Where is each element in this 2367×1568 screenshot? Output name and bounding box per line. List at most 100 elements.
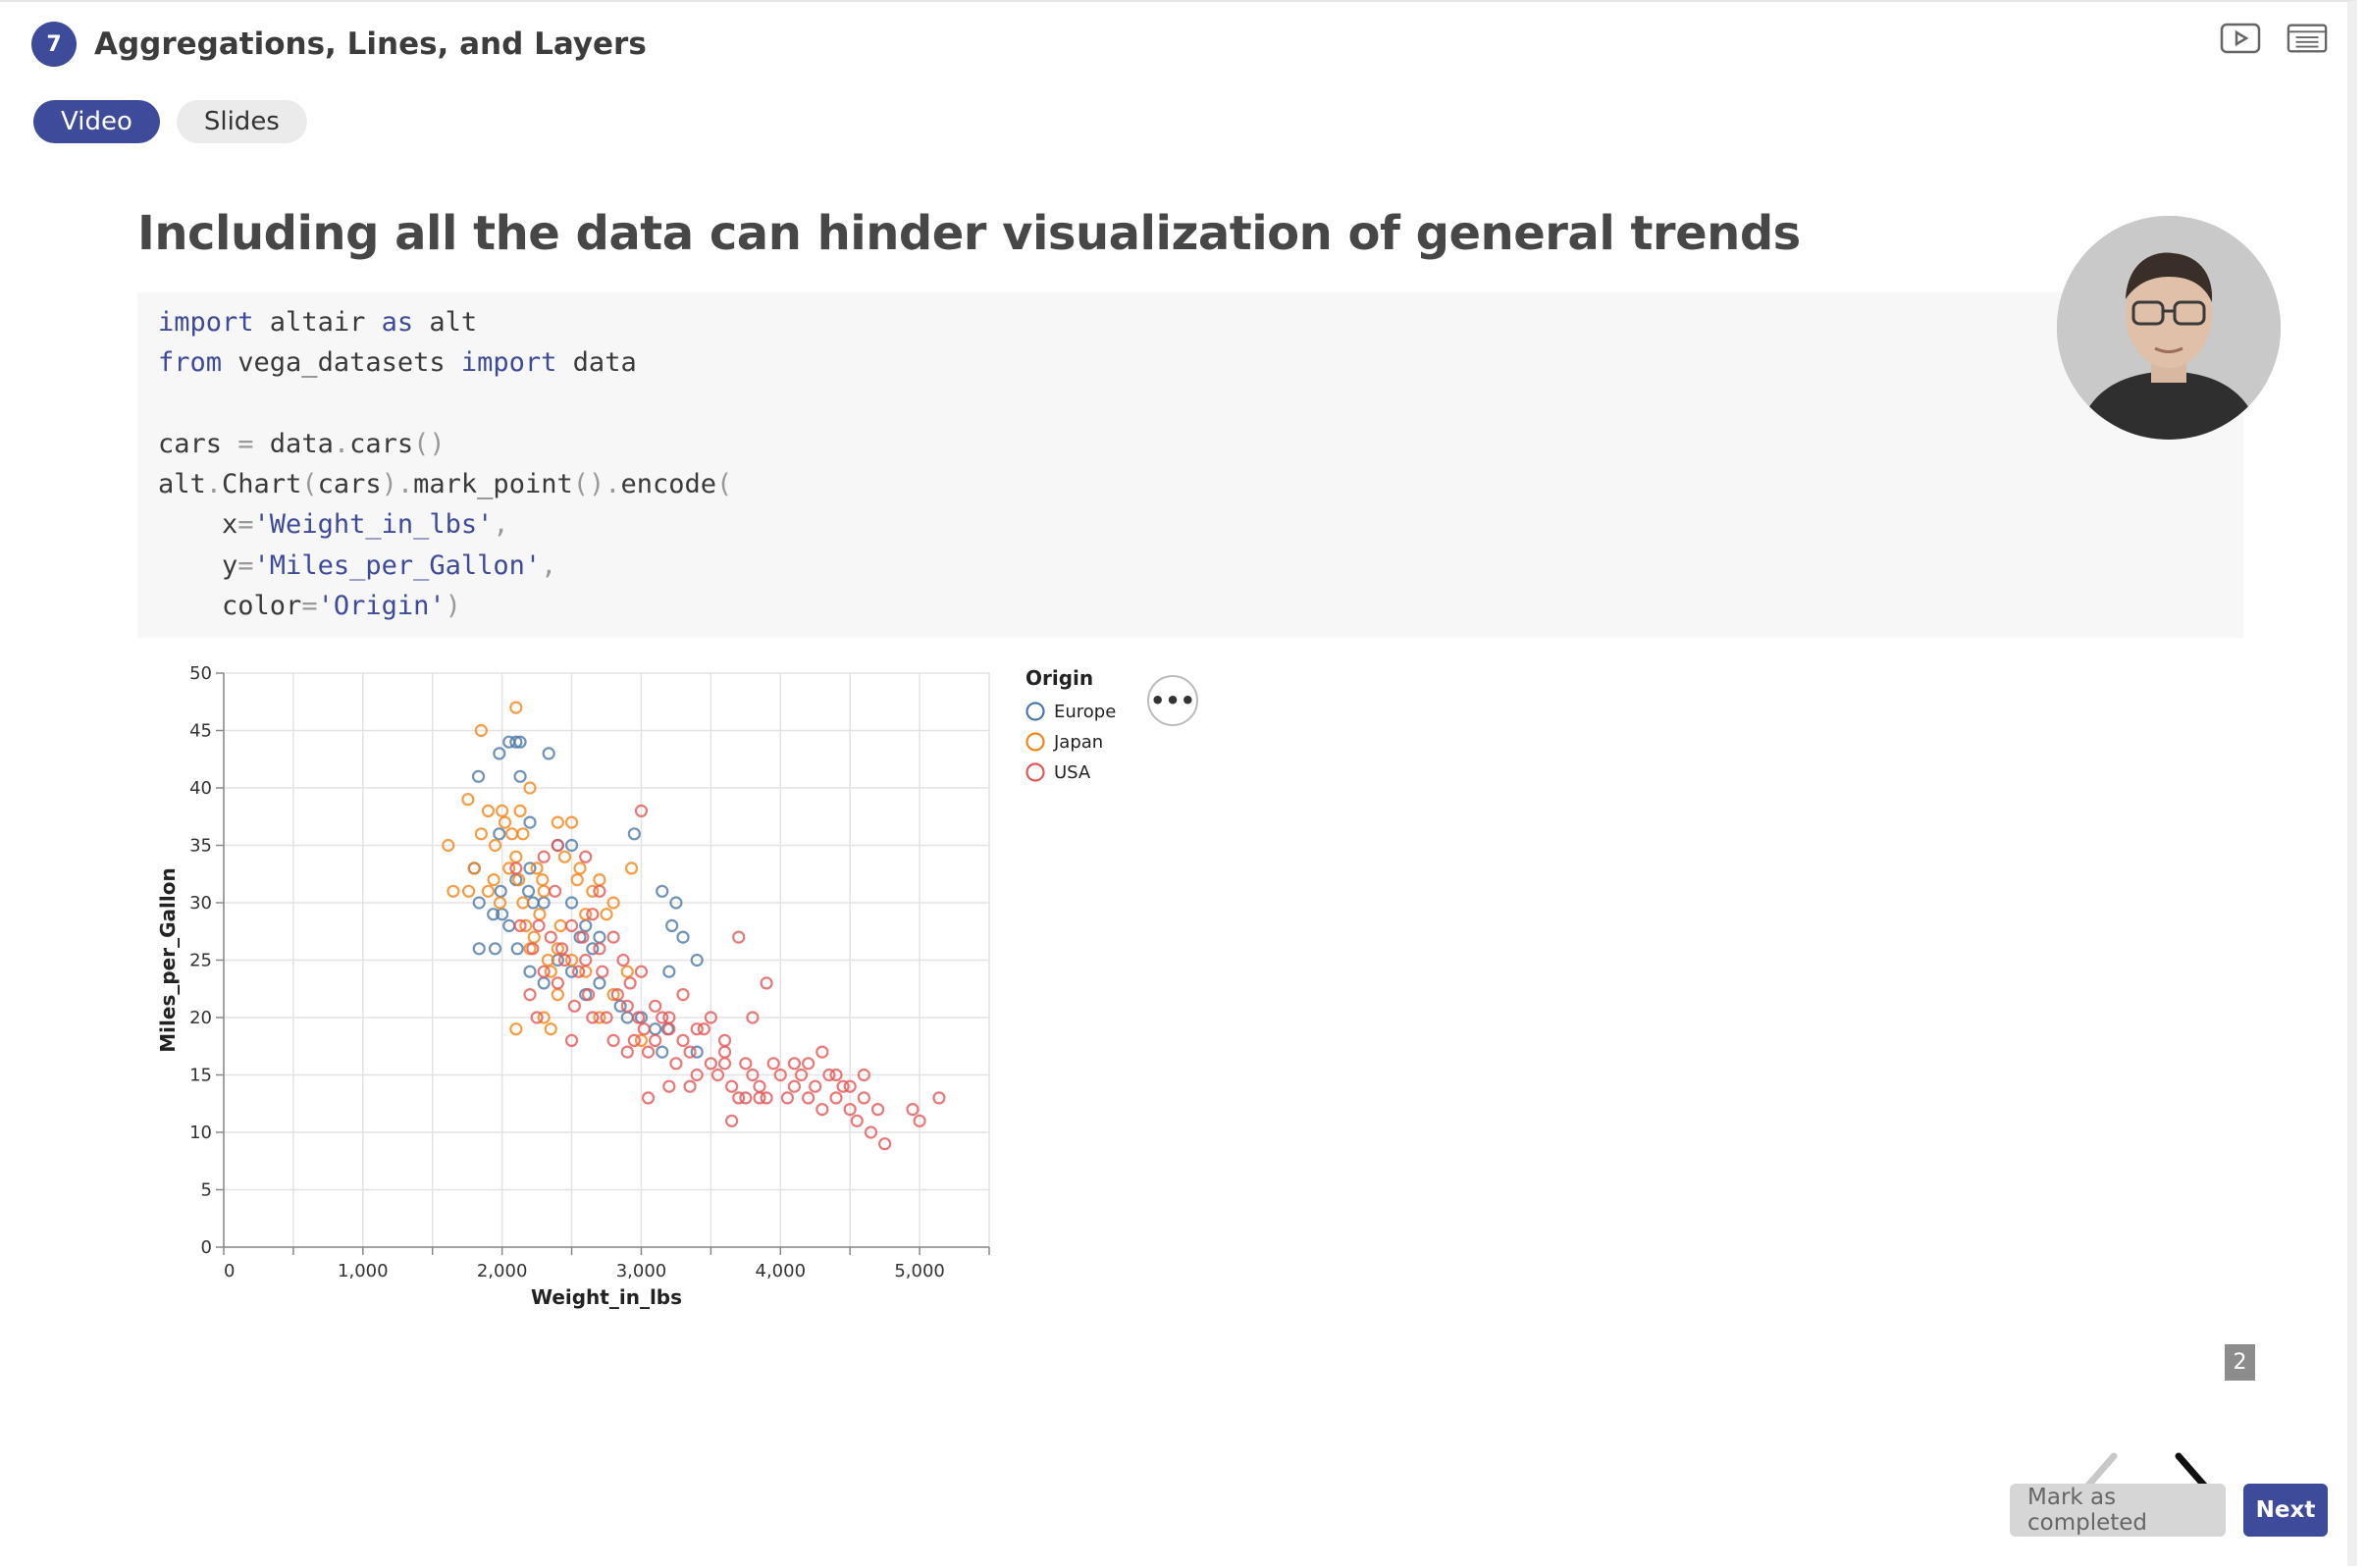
legend-symbol-japan <box>1026 732 1045 752</box>
data-point-japan <box>474 723 488 738</box>
chapter-number-badge: 7 <box>31 22 77 67</box>
data-point-usa <box>581 988 596 1002</box>
tab-slides[interactable]: Slides <box>176 100 307 143</box>
data-point-japan <box>519 918 533 932</box>
data-point-usa <box>704 1057 717 1071</box>
data-point-japan <box>606 988 620 1002</box>
data-point-usa <box>641 1045 656 1059</box>
x-tick-label: 0 <box>224 1261 235 1281</box>
data-point-usa <box>634 804 649 817</box>
slides-icon[interactable] <box>2287 22 2328 55</box>
chapter-title: Aggregations, Lines, and Layers <box>94 26 647 62</box>
data-point-usa <box>509 862 523 875</box>
y-tick-label: 50 <box>189 663 212 684</box>
data-point-usa <box>662 1011 676 1024</box>
data-point-usa <box>683 1079 697 1093</box>
data-point-usa <box>627 1033 641 1047</box>
legend-label-europe: Europe <box>1054 702 1116 722</box>
data-point-europe <box>488 942 502 956</box>
data-point-usa <box>606 930 620 944</box>
video-icon[interactable] <box>2220 22 2261 55</box>
data-point-europe <box>593 976 606 990</box>
data-point-usa <box>725 1114 739 1127</box>
data-point-japan <box>541 953 555 967</box>
data-point-usa <box>676 988 690 1002</box>
y-tick-label: 0 <box>201 1237 212 1258</box>
data-point-usa <box>634 965 649 978</box>
data-point-europe <box>493 827 506 841</box>
footer-actions: Mark as completed Next <box>2010 1484 2328 1537</box>
y-tick-label: 30 <box>189 893 212 914</box>
code-line: alt.Chart(cars).mark_point().encode( <box>158 469 733 500</box>
data-point-usa <box>576 930 590 944</box>
data-point-usa <box>836 1079 850 1093</box>
data-point-usa <box>600 1011 613 1024</box>
data-point-europe <box>471 769 486 783</box>
data-point-usa <box>822 1068 836 1082</box>
data-point-usa <box>906 1103 920 1117</box>
view-tabs: Video Slides <box>33 100 307 143</box>
data-point-usa <box>739 1057 753 1071</box>
data-point-usa <box>802 1057 815 1071</box>
data-point-usa <box>537 965 551 978</box>
data-point-usa <box>572 965 586 978</box>
data-point-usa <box>766 1057 780 1071</box>
y-axis-title: Miles_per_Gallon <box>156 867 180 1052</box>
data-point-usa <box>878 1137 892 1151</box>
data-point-japan <box>557 850 572 863</box>
tab-video[interactable]: Video <box>33 100 160 143</box>
code-line: cars = data.cars() <box>158 428 446 459</box>
data-point-usa <box>802 1091 815 1105</box>
data-point-usa <box>829 1091 843 1105</box>
data-point-usa <box>780 1091 794 1105</box>
data-point-usa <box>610 988 624 1002</box>
data-point-japan <box>474 827 488 841</box>
data-point-usa <box>676 1033 690 1047</box>
data-point-japan <box>634 1033 649 1047</box>
data-point-europe <box>523 815 537 829</box>
legend-label-usa: USA <box>1054 762 1091 783</box>
data-point-europe <box>513 769 527 783</box>
data-point-japan <box>502 862 516 875</box>
chart-actions-button[interactable]: ••• <box>1147 675 1198 726</box>
data-point-europe <box>509 735 523 749</box>
data-point-usa <box>760 1091 773 1105</box>
data-point-japan <box>586 884 600 898</box>
data-point-japan <box>442 838 455 853</box>
mark-completed-button[interactable]: Mark as completed <box>2010 1484 2226 1537</box>
slide-number: 2 <box>2225 1344 2255 1381</box>
y-tick-label: 5 <box>201 1180 212 1201</box>
y-tick-label: 25 <box>189 951 212 971</box>
data-point-usa <box>794 1068 809 1082</box>
data-point-usa <box>586 908 600 921</box>
data-point-europe <box>690 1045 704 1059</box>
data-point-usa <box>564 918 579 932</box>
code-line: x='Weight_in_lbs', <box>158 509 509 541</box>
data-point-japan <box>579 908 593 921</box>
y-tick-label: 35 <box>189 836 212 857</box>
data-point-usa <box>697 1022 710 1036</box>
data-point-japan <box>461 793 475 807</box>
next-button[interactable]: Next <box>2243 1484 2328 1537</box>
data-point-usa <box>690 1068 704 1082</box>
data-point-usa <box>913 1114 926 1127</box>
data-point-japan <box>573 862 587 875</box>
data-point-usa <box>717 1033 732 1047</box>
data-point-usa <box>857 1068 870 1082</box>
data-point-europe <box>472 942 486 956</box>
data-point-usa <box>683 1045 697 1059</box>
data-point-japan <box>481 884 496 898</box>
code-line: import altair as alt <box>158 307 478 338</box>
presenter-avatar <box>2057 216 2281 440</box>
data-point-usa <box>932 1091 946 1105</box>
data-point-japan <box>523 781 537 795</box>
data-point-usa <box>809 1079 822 1093</box>
data-point-usa <box>620 999 634 1013</box>
data-point-europe <box>627 827 641 841</box>
data-point-japan <box>600 908 613 921</box>
data-point-japan <box>493 896 507 910</box>
data-point-japan <box>593 1011 606 1024</box>
y-tick-label: 10 <box>189 1123 212 1143</box>
data-point-usa <box>732 930 746 944</box>
data-point-usa <box>632 1011 646 1024</box>
